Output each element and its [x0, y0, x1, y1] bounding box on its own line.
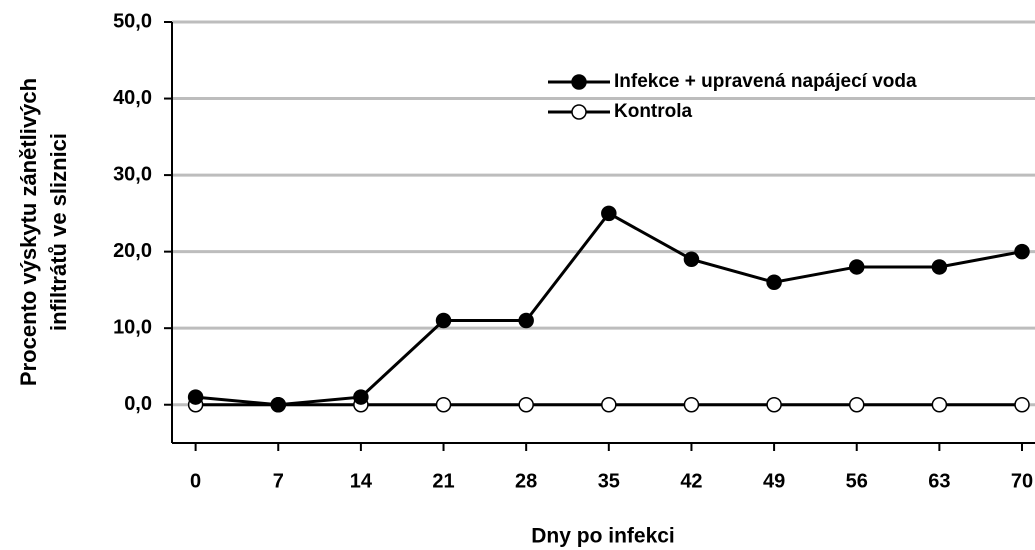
marker [1014, 243, 1030, 260]
x-axis-title: Dny po infekci [531, 525, 675, 548]
marker [270, 396, 287, 413]
marker [848, 396, 865, 413]
x-tick-label: 7 [273, 470, 284, 492]
y-tick-label: 20,0 [113, 240, 152, 262]
x-tick-label: 63 [928, 470, 950, 492]
x-tick-label: 0 [190, 470, 201, 492]
y-tick-label: 50,0 [113, 10, 152, 32]
legend-marker [571, 74, 587, 90]
x-tick-label: 28 [515, 470, 537, 492]
marker [1014, 396, 1030, 413]
marker [353, 389, 369, 405]
y-tick-label: 10,0 [113, 316, 152, 338]
x-tick-label: 35 [598, 470, 620, 492]
marker [683, 396, 700, 413]
legend-marker [571, 104, 587, 120]
marker [187, 389, 204, 405]
x-tick-label: 49 [763, 470, 785, 492]
legend-label: Infekce + upravená napájecí voda [614, 71, 917, 92]
marker [518, 396, 534, 413]
marker [601, 396, 617, 413]
marker [435, 396, 452, 413]
y-tick-label: 0,0 [124, 393, 152, 415]
x-tick-label: 70 [1011, 470, 1033, 492]
marker [683, 251, 700, 268]
marker [435, 312, 452, 329]
y-axis-title: infiltrátů ve sliznici [46, 133, 71, 331]
marker [518, 312, 534, 329]
legend-label: Kontrola [614, 101, 693, 122]
marker [766, 396, 782, 413]
marker [601, 205, 617, 222]
y-tick-label: 30,0 [113, 163, 152, 185]
x-tick-label: 42 [680, 470, 702, 492]
marker [931, 259, 948, 275]
x-tick-label: 21 [432, 470, 454, 492]
x-tick-label: 14 [350, 470, 373, 492]
marker [848, 259, 865, 275]
series-line [195, 211, 1023, 407]
marker [931, 396, 948, 413]
y-axis-title: Procento výskytu zánětlivých [16, 78, 41, 386]
y-tick-label: 40,0 [113, 87, 152, 109]
marker [766, 274, 782, 291]
x-tick-label: 56 [846, 470, 868, 492]
